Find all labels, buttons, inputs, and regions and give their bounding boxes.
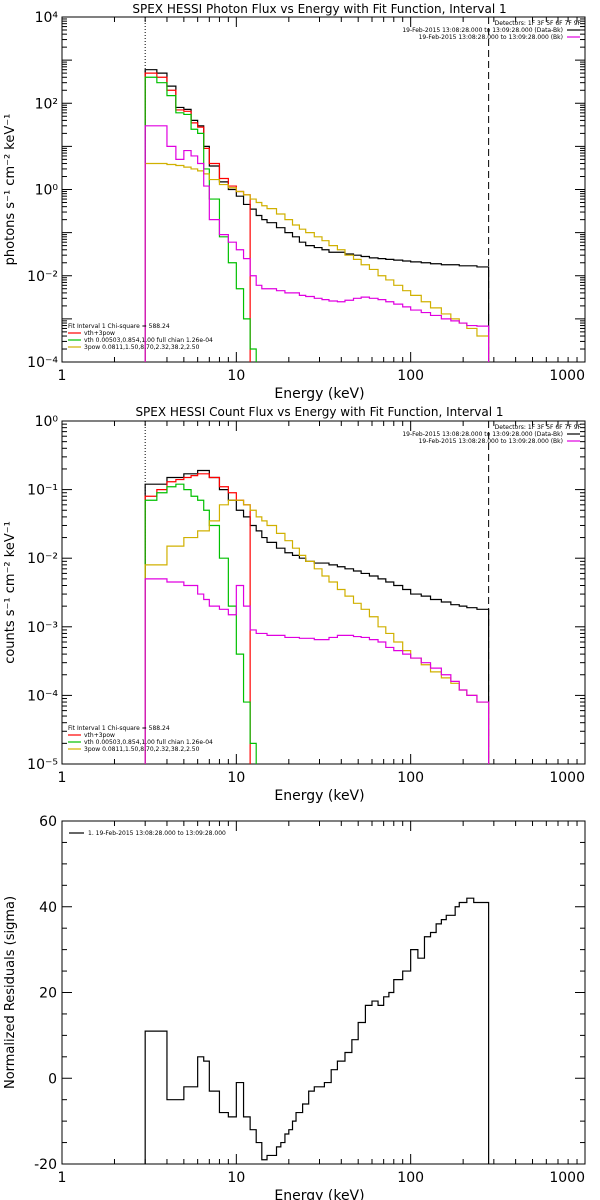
y-tick-label: 10⁻⁴ xyxy=(27,688,58,704)
x-axis-label: Energy (keV) xyxy=(274,788,364,804)
plot-frame xyxy=(61,420,586,765)
series-line-4 xyxy=(144,162,490,362)
chart-panel-3: 1 10 100 1000 -20 0 20 40 60 Energy (keV) Normaliz… xyxy=(3,814,586,1200)
legend-bottomleft-entry: vth 0.00503,0.854,1.00 full chian 1.26e-… xyxy=(84,337,213,344)
x-axis-label: Energy (keV) xyxy=(274,386,364,402)
legend-topright-entry: 19-Feb-2015 13:08:28.000 to 13:09:28.000… xyxy=(419,438,563,445)
legend-topright-entry: Detectors: 1F 3F 5F 6F 7F 9F xyxy=(495,424,582,431)
legend-bottomleft-entry: vth+3pow xyxy=(84,330,115,337)
x-axis-label: Energy (keV) xyxy=(274,1188,364,1200)
y-tick-label: 10⁴ xyxy=(35,10,59,26)
x-tick-label: 1000 xyxy=(549,1170,585,1186)
y-tick-label: 20 xyxy=(39,986,57,1002)
series-group xyxy=(144,69,490,362)
legend-bottomleft-entry: 3pow 0.0811,1.50,8.70,2.32,38.2,2.50 xyxy=(84,746,200,753)
y-tick-label: 10⁻¹ xyxy=(27,483,58,499)
chart-title: SPEX HESSI Count Flux vs Energy with Fit… xyxy=(135,405,503,419)
y-tick-label: 10⁻³ xyxy=(27,620,58,636)
series-line-1 xyxy=(144,897,490,1164)
series-line-3 xyxy=(144,76,257,362)
series-line-1 xyxy=(144,469,490,764)
x-tick-label: 100 xyxy=(397,368,424,384)
x-tick-label: 1 xyxy=(58,770,67,786)
plot-frame xyxy=(61,16,586,363)
y-axis-label: counts s⁻¹ cm⁻² keV⁻¹ xyxy=(3,521,18,664)
x-tick-label: 10 xyxy=(227,368,245,384)
x-tick-label: 10 xyxy=(227,770,245,786)
legend-topleft-entry: 1. 19-Feb-2015 13:08:28.000 to 13:09:28.… xyxy=(88,830,226,837)
legend-topright-entry: Detectors: 1F 3F 5F 6F 7F 9F xyxy=(495,20,582,27)
x-tick-label: 1000 xyxy=(549,770,585,786)
series-line-5 xyxy=(144,125,490,362)
y-tick-label: 0 xyxy=(48,1071,57,1087)
y-axis-label: photons s⁻¹ cm⁻² keV⁻¹ xyxy=(3,114,18,266)
chart-panel-2: 1 10 100 1000 10⁻⁵ 10⁻⁴ 10⁻³ 10⁻² 10⁻¹ 10⁰ SPEX HE… xyxy=(3,405,586,804)
x-tick-label: 100 xyxy=(397,1170,424,1186)
y-tick-label: 10² xyxy=(35,96,58,112)
x-tick-label: 1 xyxy=(58,1170,67,1186)
y-tick-label: 10⁰ xyxy=(35,414,59,430)
series-line-5 xyxy=(144,578,490,764)
y-tick-label: 40 xyxy=(39,900,57,916)
plot-frame xyxy=(61,820,586,1165)
chart-panel-1: 1 10 100 1000 10⁻⁴ 10⁻² 10⁰ 10² 10⁴ SPEX HESSI Ph… xyxy=(3,2,586,402)
x-tick-label: 1000 xyxy=(549,368,585,384)
legend-topright-entry: 19-Feb-2015 13:08:28.000 to 13:09:28.000… xyxy=(402,431,563,438)
legend-bottomleft-entry: vth 0.00503,0.854,1.00 full chian 1.26e-… xyxy=(84,739,213,746)
y-tick-label: 10⁻⁵ xyxy=(27,757,58,773)
y-tick-label: 10⁻⁴ xyxy=(27,355,58,371)
legend-bottomleft-entry: 3pow 0.0811,1.50,8.70,2.32,38.2,2.50 xyxy=(84,344,200,351)
series-line-2 xyxy=(144,72,251,362)
y-tick-label: 10⁻² xyxy=(27,551,58,567)
y-tick-label: 60 xyxy=(39,814,57,830)
legend-bottomleft-entry: Fit Interval 1 Chi-square = 588.24 xyxy=(68,725,170,732)
y-tick-label: -20 xyxy=(34,1157,57,1173)
series-line-1 xyxy=(144,69,490,362)
legend-bottomleft-entry: Fit Interval 1 Chi-square = 588.24 xyxy=(68,323,170,330)
x-tick-label: 10 xyxy=(227,1170,245,1186)
series-line-2 xyxy=(144,473,251,764)
y-tick-label: 10⁻² xyxy=(27,269,58,285)
series-line-3 xyxy=(144,483,257,764)
legend-topright-entry: 19-Feb-2015 13:08:28.000 to 13:09:28.000… xyxy=(402,27,563,34)
chart-title: SPEX HESSI Photon Flux vs Energy with Fi… xyxy=(132,2,506,16)
series-line-4 xyxy=(144,499,490,764)
x-tick-label: 100 xyxy=(397,770,424,786)
legend-topright-entry: 19-Feb-2015 13:08:28.000 to 13:09:28.000… xyxy=(419,34,563,41)
y-axis-label: Normalized Residuals (sigma) xyxy=(3,896,18,1089)
legend-bottomleft-entry: vth+3pow xyxy=(84,732,115,739)
series-group xyxy=(144,897,490,1164)
series-group xyxy=(144,469,490,764)
y-tick-label: 10⁰ xyxy=(35,183,59,199)
x-tick-label: 1 xyxy=(58,368,67,384)
